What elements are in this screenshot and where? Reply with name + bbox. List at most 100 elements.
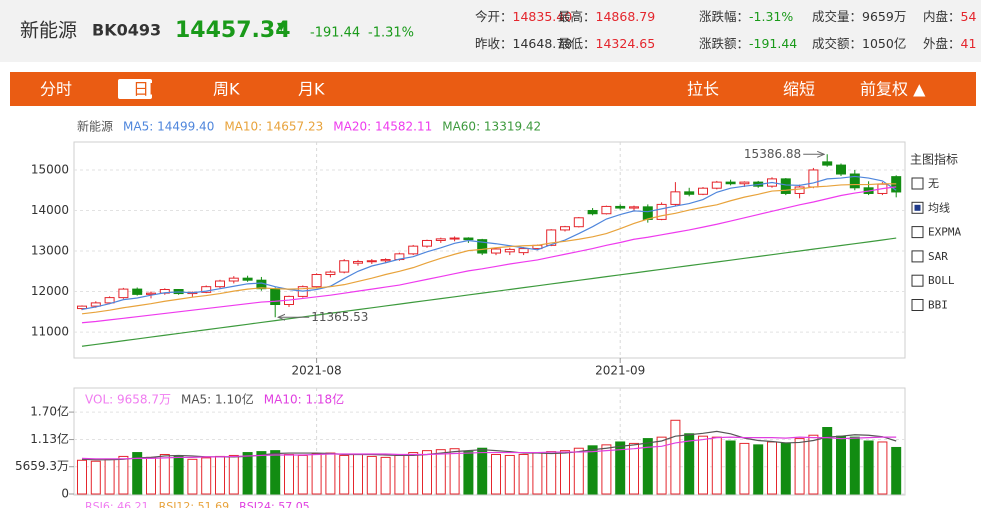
tab-bar [10, 72, 976, 106]
volume-bar [339, 454, 350, 495]
ma-line [81, 183, 897, 315]
index-code: BK0493 [92, 21, 161, 40]
volume-bar [477, 447, 488, 495]
volume-bar [394, 454, 405, 495]
volume-bar [463, 451, 474, 495]
stat-label: 外盘： [923, 36, 961, 51]
candle-body [77, 305, 87, 310]
candle-body [684, 191, 695, 195]
stat-value: 41 [961, 36, 977, 51]
candle-body [311, 274, 322, 288]
option-label[interactable]: SAR [928, 250, 948, 263]
candle-body [325, 271, 336, 276]
candle-body [491, 248, 501, 254]
stat: 涨跌额：-191.44 [699, 36, 797, 51]
stat-value: 14324.65 [596, 36, 656, 51]
volume-bar [573, 447, 584, 495]
volume-bar [118, 455, 129, 495]
volume-bar [146, 456, 156, 495]
legend-item: VOL: 9658.7万 [85, 393, 171, 407]
candle-body [449, 237, 460, 240]
stat-label: 涨跌额： [699, 36, 749, 51]
tab[interactable]: 分时 [40, 80, 72, 99]
candle-body [794, 186, 805, 194]
checkbox[interactable] [911, 274, 924, 287]
volume-bar [380, 456, 391, 495]
volume-bar [408, 452, 419, 495]
candle-body [711, 181, 722, 189]
legend-item: MA10: 1.18亿 [264, 392, 344, 407]
stat-label: 内盘： [923, 9, 961, 24]
candle-body [808, 169, 819, 188]
volume-bar [767, 441, 777, 495]
ma-line [81, 186, 897, 324]
option-label[interactable]: BBI [928, 299, 948, 312]
candle-body [629, 206, 639, 209]
candle-body [132, 288, 143, 295]
stat-value: -1.31% [749, 9, 793, 24]
checkbox[interactable] [911, 299, 924, 311]
tab-right[interactable]: 缩短 [783, 80, 815, 99]
candle-body [656, 203, 667, 220]
stat: 成交量：9659万 [812, 9, 906, 24]
tab[interactable]: 日K [133, 80, 160, 99]
volume-bar [780, 442, 791, 495]
candle-body [422, 239, 432, 247]
change-pct: -1.31% [368, 26, 414, 41]
candle-body [518, 248, 529, 254]
volume-bar [422, 450, 432, 495]
volume-bar [270, 450, 281, 495]
candle-body [215, 280, 225, 288]
volume-bar [311, 453, 322, 495]
volume-bar [491, 453, 501, 495]
option-label[interactable]: 无 [928, 177, 939, 190]
candle-body [698, 187, 708, 195]
index-name: 新能源 [20, 20, 77, 42]
volume-bar [849, 436, 860, 495]
candle-body [228, 277, 239, 282]
y-tick-label: 11000 [31, 325, 69, 339]
volume-bar [891, 446, 902, 495]
volume-bar [242, 452, 253, 495]
volume-bar [284, 453, 294, 495]
volume-frame [73, 387, 906, 496]
volume-bar [104, 458, 115, 495]
y-tick-label: 15000 [31, 162, 69, 176]
option-label[interactable]: 均线 [928, 200, 950, 214]
volume-bar [215, 455, 225, 495]
stat: 内盘：54 [923, 9, 976, 24]
tab-right[interactable]: 拉长 [687, 80, 719, 99]
volume-bar [532, 452, 543, 495]
volume-bar [794, 438, 805, 495]
tab[interactable]: 月K [298, 80, 325, 99]
tab-right[interactable]: 前复权 ▲ [860, 80, 926, 99]
y-tick-label: 1.70亿 [30, 404, 69, 419]
legend-item: MA10: 14657.23 [224, 120, 323, 134]
change: -191.44 [310, 26, 360, 41]
volume-ma-line [81, 436, 897, 460]
candle-body [504, 248, 515, 253]
stat-value: 1050亿 [862, 36, 906, 51]
option-label[interactable]: BOLL [928, 274, 955, 287]
volume-bar [684, 433, 695, 495]
volume-bar [656, 436, 667, 495]
candle-body [366, 260, 377, 263]
candle-body [725, 181, 736, 185]
price-arrow: ▼ [277, 20, 286, 33]
checkbox[interactable] [911, 226, 924, 239]
volume-bar [518, 453, 529, 495]
candle-body [146, 292, 156, 295]
volume-bar [725, 440, 736, 495]
stat: 外盘：41 [923, 36, 976, 51]
stat-label: 涨跌幅： [699, 9, 749, 24]
checkbox[interactable] [911, 177, 924, 190]
checkbox[interactable] [911, 250, 924, 263]
volume-bar [504, 454, 515, 495]
volume-bar [297, 454, 308, 495]
volume-bar [863, 440, 874, 495]
option-label[interactable]: EXPMA [928, 226, 961, 239]
ma-line [81, 175, 897, 310]
tab[interactable]: 周K [213, 80, 240, 99]
stat-value: 14648.78 [513, 36, 573, 51]
